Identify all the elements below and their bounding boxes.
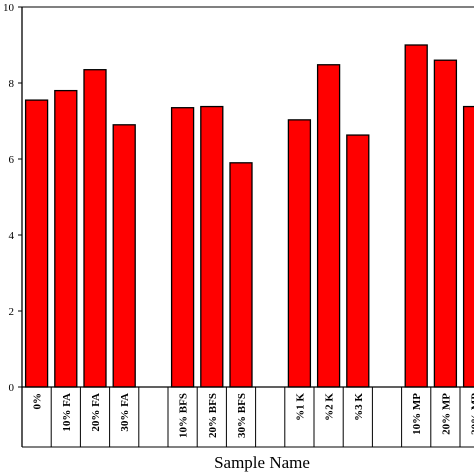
category-label: 20% FA: [90, 393, 102, 432]
axes: [21, 6, 474, 448]
category-labels: 0% 10% FA 20% FA 30% FA 10% BFS 20% BFS 30% BF…: [32, 393, 474, 438]
bar: [112, 124, 136, 388]
category-label: 10% FA: [61, 393, 73, 432]
bar: [229, 162, 253, 388]
y-tick-label: 2: [9, 306, 15, 318]
category-label: %1 K: [294, 393, 306, 421]
y-tick-label: 8: [9, 78, 15, 90]
category-label: 20% BFS: [207, 393, 219, 438]
category-label: 0%: [32, 393, 44, 410]
category-label: 30% MP: [470, 393, 474, 435]
bar: [287, 119, 312, 388]
bar: [433, 59, 458, 388]
category-label: 30% FA: [119, 393, 131, 432]
bar: [462, 105, 474, 388]
category-label: %3 K: [353, 393, 365, 421]
x-axis-title: Sample Name: [214, 453, 310, 472]
category-label: 30% BFS: [236, 393, 248, 438]
bars: [24, 44, 474, 388]
bar: [346, 134, 370, 388]
y-tick-label: 0: [9, 382, 15, 394]
y-tick-label: 4: [9, 230, 15, 242]
bar: [200, 105, 224, 388]
bar: [170, 107, 195, 388]
bar: [404, 44, 428, 388]
bar: [316, 64, 341, 388]
y-tick-label: 10: [3, 2, 15, 14]
y-tick-label: 6: [9, 154, 15, 166]
category-label: 10% BFS: [178, 393, 190, 438]
category-label: %2 K: [324, 393, 336, 421]
bar: [54, 89, 78, 388]
bar: [24, 99, 49, 388]
category-label: 20% MP: [440, 393, 452, 435]
y-axis-ticks: 0 2 4 6 8 10: [3, 2, 22, 394]
category-label: 10% MP: [411, 393, 423, 435]
bar: [83, 69, 107, 388]
